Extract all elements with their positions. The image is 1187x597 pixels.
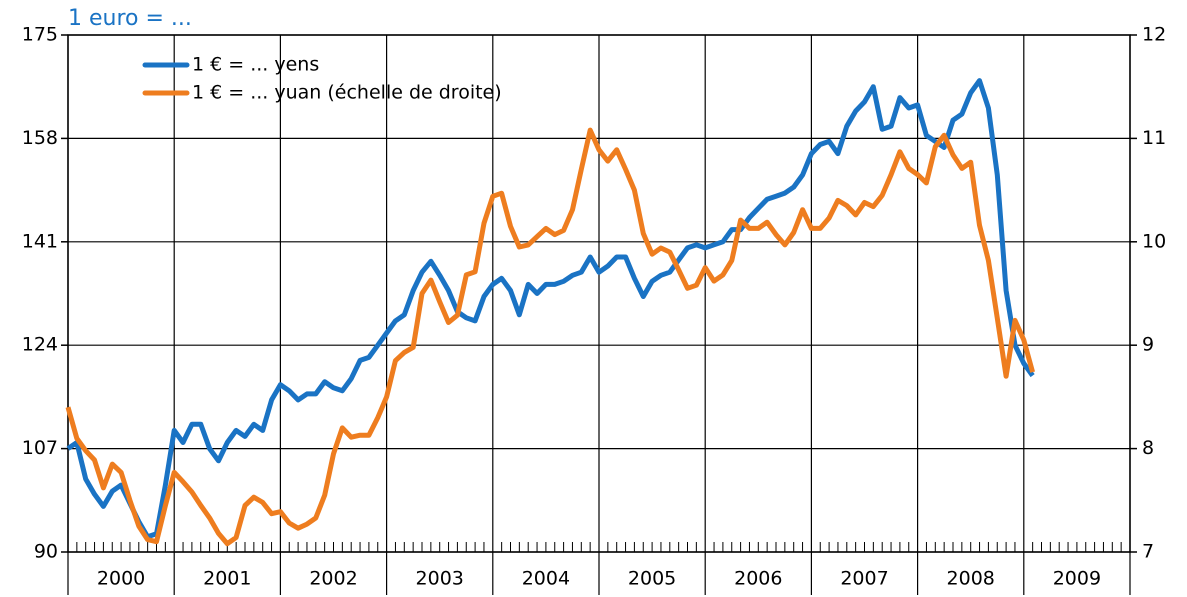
x-tick-label: 2003 <box>416 568 464 590</box>
y-tick-label: 124 <box>22 334 58 356</box>
x-tick-label: 2008 <box>947 568 995 590</box>
x-tick-label: 2009 <box>1053 568 1101 590</box>
x-tick-label: 2000 <box>97 568 145 590</box>
x-tick-label: 2005 <box>628 568 676 590</box>
y-tick-label: 107 <box>22 437 58 459</box>
x-tick-label: 2001 <box>203 568 251 590</box>
y2-tick-label: 12 <box>1142 24 1166 46</box>
y-tick-label: 175 <box>22 24 58 46</box>
chart-title: 1 euro = ... <box>68 6 192 31</box>
y2-tick-label: 7 <box>1142 541 1154 563</box>
y-tick-label: 90 <box>34 541 58 563</box>
x-tick-label: 2007 <box>840 568 888 590</box>
y2-tick-label: 8 <box>1142 437 1154 459</box>
y-tick-label: 141 <box>22 230 58 252</box>
series-line <box>66 78 1035 540</box>
plot-frame <box>67 34 1131 553</box>
y2-tick-label: 11 <box>1142 127 1166 149</box>
y2-tick-label: 10 <box>1142 230 1166 252</box>
x-tick-label: 2004 <box>522 568 570 590</box>
x-tick-label: 2006 <box>734 568 782 590</box>
y-tick-label: 158 <box>22 127 58 149</box>
x-tick-label: 2002 <box>309 568 357 590</box>
legend-label: 1 € = ... yuan (échelle de droite) <box>192 82 502 104</box>
legend-label: 1 € = ... yens <box>192 54 319 76</box>
y2-tick-label: 9 <box>1142 334 1154 356</box>
series-line <box>65 127 1036 547</box>
